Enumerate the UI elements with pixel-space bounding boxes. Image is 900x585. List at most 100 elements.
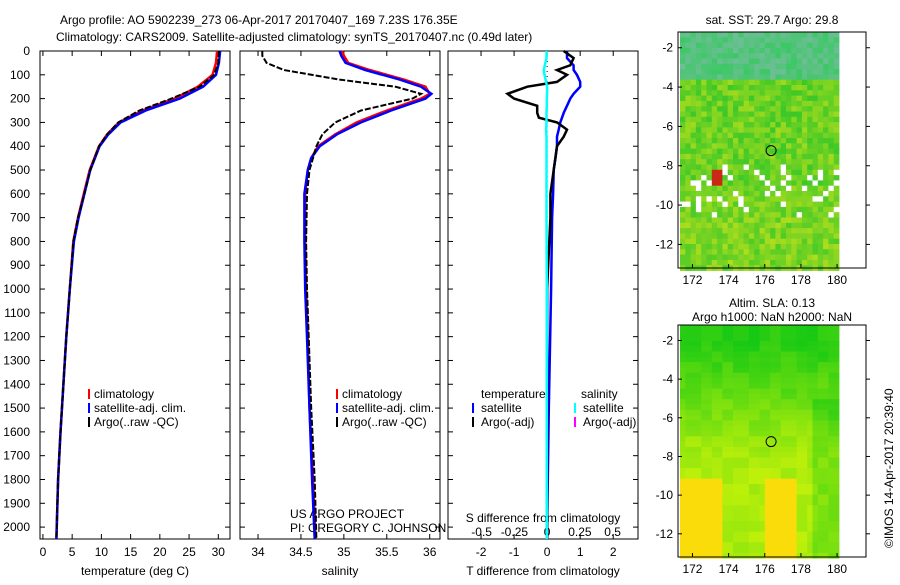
x2-tick-label: 0.25 xyxy=(568,525,592,539)
map-cell xyxy=(733,58,739,65)
map-cell xyxy=(786,32,792,38)
map-cell xyxy=(706,499,713,506)
map-cell xyxy=(775,547,782,554)
map-cell xyxy=(812,254,819,261)
map-cell xyxy=(738,494,744,501)
map-cell xyxy=(817,47,824,54)
map-cell xyxy=(791,542,797,548)
map-cell xyxy=(722,191,729,197)
map-cell xyxy=(828,238,835,245)
map-cell xyxy=(817,468,824,474)
map-cell xyxy=(685,95,691,102)
map-cell xyxy=(770,393,776,400)
map-cell xyxy=(770,484,776,490)
map-cell xyxy=(770,441,776,448)
map-cell xyxy=(775,74,782,81)
map-cell xyxy=(807,388,813,395)
map-cell xyxy=(786,531,792,538)
map-cell xyxy=(780,143,787,149)
map-cell xyxy=(801,196,808,202)
map-cell xyxy=(695,399,702,405)
map-cell xyxy=(743,415,750,421)
argo-location-marker xyxy=(765,436,777,448)
map-cell xyxy=(695,452,702,458)
map-cell xyxy=(759,222,766,229)
map-cell xyxy=(685,356,691,363)
map-cell xyxy=(738,74,744,81)
map-cell xyxy=(759,69,766,75)
map-cell xyxy=(775,238,782,245)
map-cell xyxy=(748,415,755,421)
map-cell xyxy=(743,222,750,229)
map-cell xyxy=(738,138,744,144)
map-cell xyxy=(685,505,691,511)
map-cell xyxy=(701,79,707,86)
map-cell xyxy=(786,431,792,437)
map-cell xyxy=(711,378,718,384)
map-cell xyxy=(738,367,744,374)
map-cell xyxy=(770,153,776,160)
map-cell xyxy=(680,249,686,255)
map-cell xyxy=(717,372,723,379)
map-cell xyxy=(717,116,723,123)
map-cell xyxy=(817,249,824,255)
map-cell xyxy=(833,531,840,538)
map-cell xyxy=(727,153,734,160)
map-cell xyxy=(706,420,713,427)
map-cell xyxy=(711,330,718,336)
map-cell xyxy=(680,90,686,96)
map-cell xyxy=(823,505,829,511)
map-cell xyxy=(727,383,734,389)
map-cell xyxy=(823,69,829,75)
map-cell xyxy=(695,63,702,70)
map-cell xyxy=(748,159,755,165)
map-cell xyxy=(743,484,750,490)
map-cell xyxy=(801,340,808,347)
map-cell xyxy=(733,69,739,75)
map-cell xyxy=(711,351,718,358)
map-cell xyxy=(743,537,750,543)
map-cell xyxy=(701,42,707,49)
map-cell xyxy=(748,74,755,81)
map-cell xyxy=(738,148,744,155)
map-cell xyxy=(711,372,718,379)
map-cell xyxy=(733,116,739,123)
map-cell xyxy=(754,531,760,538)
map-cell xyxy=(833,367,840,374)
map-cell xyxy=(701,330,707,336)
map-cell xyxy=(780,164,787,171)
map-cell xyxy=(706,436,713,442)
map-cell xyxy=(733,420,739,427)
map-cell xyxy=(711,478,718,485)
map-cell xyxy=(695,201,702,208)
map-cell xyxy=(807,47,813,54)
map-cell xyxy=(791,494,797,501)
map-cell xyxy=(759,164,766,171)
map-cell xyxy=(717,510,723,517)
map-cell xyxy=(791,53,797,59)
map-cell xyxy=(786,53,792,59)
map-cell xyxy=(759,138,766,144)
map-cell xyxy=(823,526,829,533)
map-cell xyxy=(706,53,713,59)
map-cell xyxy=(770,37,776,43)
map-cell xyxy=(780,244,787,250)
map-cell xyxy=(807,484,813,490)
map-cell xyxy=(833,478,840,485)
map-cell xyxy=(796,53,803,59)
map-cell xyxy=(817,484,824,490)
map-cell xyxy=(807,228,813,234)
map-cell xyxy=(828,425,835,432)
map-cell xyxy=(680,346,686,352)
map-cell xyxy=(775,367,782,374)
map-cell xyxy=(738,415,744,421)
map-cell xyxy=(817,367,824,374)
map-cell xyxy=(754,74,760,81)
map-cell xyxy=(823,159,829,165)
map-cell xyxy=(743,367,750,374)
map-cell xyxy=(701,409,707,416)
map-cell xyxy=(754,325,760,331)
map-cell xyxy=(695,494,702,501)
map-cell xyxy=(701,372,707,379)
map-cell xyxy=(701,383,707,389)
